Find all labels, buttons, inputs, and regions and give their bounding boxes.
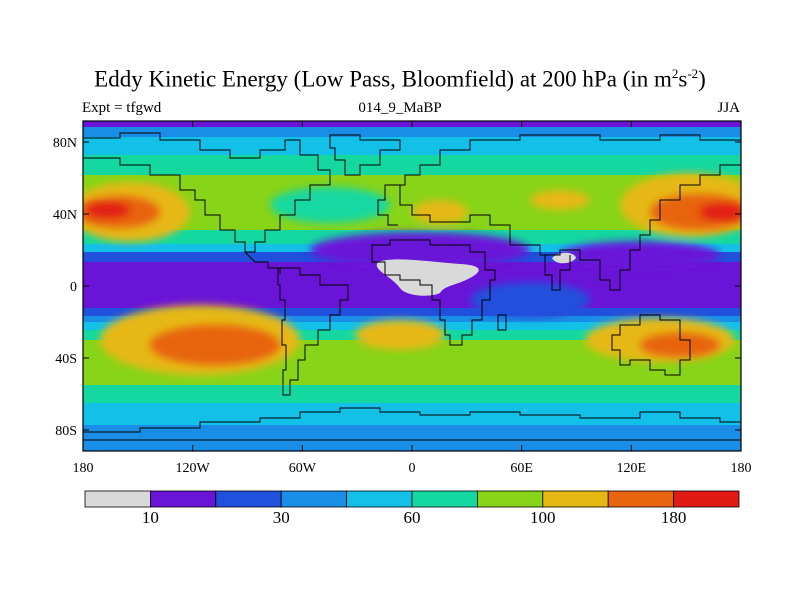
x-tick-label: 0 <box>409 461 416 476</box>
band-blue-s <box>83 308 741 316</box>
band-north-teal <box>83 155 741 175</box>
band-south-teal <box>83 385 741 403</box>
colorbar-swatch <box>607 490 675 508</box>
experiment-label: Expt = tfgwd <box>82 100 162 116</box>
coastline-central-america <box>244 251 281 274</box>
blob-atlantic-teal <box>270 187 390 223</box>
coastline-eurasia-south <box>399 164 741 291</box>
blob-n-pacific-red-east <box>700 204 741 220</box>
blob-indian-blue <box>470 282 590 318</box>
y-tick-label: 80S <box>55 424 77 439</box>
blob-n-pacific-red-west <box>86 203 130 217</box>
colorbar-label: 30 <box>272 508 290 527</box>
colorbar-label: 60 <box>403 508 421 527</box>
colorbar-swatch <box>149 490 217 508</box>
blob-s-atlantic-yellow <box>355 320 445 350</box>
coastline-south-america <box>277 267 349 396</box>
y-tick-label: 40N <box>53 208 77 223</box>
blob-africa-violet <box>310 232 530 268</box>
blob-s-pacific-orange-east <box>640 333 720 357</box>
blob-n-pacific-orange-east <box>650 194 741 230</box>
blob-asia-yellow <box>530 190 590 210</box>
y-tick-label: 80N <box>53 136 77 151</box>
colorbar-swatch <box>411 490 478 508</box>
x-tick-label: 120E <box>617 461 647 476</box>
y-tick-label: 40S <box>55 352 77 367</box>
colorbar-label: 180 <box>660 508 687 527</box>
band-north-blue <box>83 127 741 137</box>
colorbar-swatch <box>84 490 151 508</box>
colorbar-swatch <box>280 490 348 508</box>
coastline-madagascar <box>497 314 507 331</box>
colorbar-swatch <box>476 490 544 508</box>
x-tick-label: 120W <box>176 461 211 476</box>
map-title: Eddy Kinetic Energy (Low Pass, Bloomfiel… <box>94 66 706 92</box>
run-id-label: 014_9_MaBP <box>358 100 442 116</box>
colorbar-label: 10 <box>141 508 159 527</box>
blob-eurasia-yellow <box>412 200 468 224</box>
blob-s-pacific-orange <box>150 325 280 365</box>
colorbar-swatch <box>673 490 740 508</box>
x-tick-label: 180 <box>73 461 94 476</box>
coastline-australia <box>611 314 691 376</box>
season-label: JJA <box>717 100 740 116</box>
x-tick-label: 180 <box>731 461 752 476</box>
colorbar <box>84 490 740 508</box>
x-tick-label: 60W <box>289 461 317 476</box>
axes: 80N 40N 0 40S 80S 180 120W 60W 0 60E 120E 180 <box>53 121 752 476</box>
coastline-greenland <box>329 134 401 176</box>
colorbar-swatch <box>215 490 282 508</box>
coastline-africa <box>371 239 496 346</box>
coastline-india <box>540 254 571 291</box>
coastline-antarctica <box>83 407 741 433</box>
coastlines <box>83 132 741 441</box>
x-tick-label: 60E <box>510 461 533 476</box>
contour-field <box>83 121 741 451</box>
y-tick-label: 0 <box>70 280 77 295</box>
coastline-north-america <box>83 132 331 253</box>
colorbar-swatch <box>542 490 609 508</box>
band-north-cyan <box>83 137 741 155</box>
blob-africa-gray <box>376 259 479 296</box>
band-midblue-s <box>83 316 741 322</box>
band-south-cyan <box>83 403 741 425</box>
coastline-europe-west <box>377 184 398 226</box>
coastline-eurasia <box>395 134 741 186</box>
colorbar-label: 100 <box>530 508 556 527</box>
colorbar-swatch <box>346 490 413 508</box>
